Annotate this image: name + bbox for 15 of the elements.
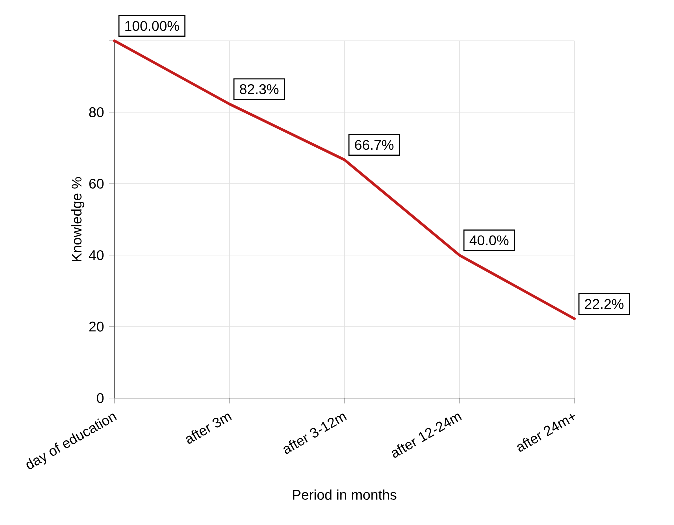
x-tick-label: after 3m (186, 414, 232, 444)
x-axis-title: Period in months (293, 490, 397, 500)
data-label: 22.2% (585, 299, 624, 310)
y-tick-label: 40 (89, 250, 104, 260)
y-tick-label: 60 (90, 178, 104, 189)
y-tick-label: 20 (90, 322, 104, 332)
data-label: 66.7% (355, 140, 394, 150)
y-tick-label: 0 (97, 393, 104, 404)
y-axis-title: Knowledge % (72, 177, 85, 262)
y-tick-label: 80 (89, 108, 104, 118)
line-series (113, 40, 576, 320)
data-label: 40.0% (470, 236, 509, 246)
data-label: 100.00% (126, 21, 180, 32)
data-label: 82.3% (240, 84, 279, 94)
x-tick-label: after 24m+ (517, 414, 576, 452)
